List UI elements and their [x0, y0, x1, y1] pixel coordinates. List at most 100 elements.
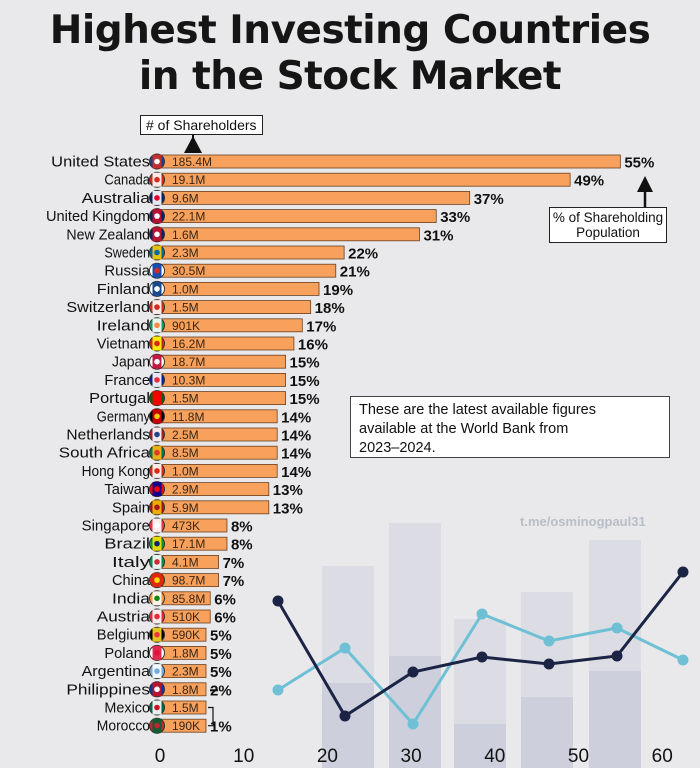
value-label: 5% — [210, 628, 232, 645]
callout-arrows — [184, 134, 653, 208]
value-label: 2% — [210, 682, 232, 699]
value-label: 7% — [223, 573, 245, 590]
category-label: Austria — [97, 610, 151, 626]
flag-icon — [149, 626, 165, 643]
value-label: 8% — [231, 537, 253, 554]
shareholders-label: 1.6M — [172, 228, 199, 242]
deco-point-light — [339, 642, 351, 654]
category-label: Belgium — [97, 628, 150, 644]
x-tick-label: 40 — [484, 746, 505, 767]
deco-point-dark — [407, 666, 419, 678]
population-callout-line2: Population — [576, 225, 640, 240]
x-tick-label: 50 — [568, 746, 589, 767]
shareholders-label: 2.5M — [172, 428, 199, 442]
category-label: United States — [51, 155, 150, 171]
category-label: Australia — [82, 191, 152, 207]
bar — [159, 154, 621, 169]
category-label: United Kingdom — [46, 209, 150, 225]
chart-title-line1: Highest Investing Countries — [49, 8, 651, 53]
source-note-line1: These are the latest available figures — [359, 402, 596, 418]
shareholders-label: 510K — [172, 610, 200, 624]
flag-icon — [149, 535, 165, 552]
category-label: Portugal — [89, 391, 150, 407]
shareholders-label: 98.7M — [172, 574, 205, 588]
category-label: Poland — [104, 646, 150, 662]
category-label: Germany — [97, 409, 151, 425]
deco-point-dark — [272, 595, 284, 607]
value-label: 14% — [281, 409, 311, 426]
flag-icon — [149, 226, 165, 243]
deco-point-light — [677, 654, 689, 666]
flag-icon — [149, 244, 165, 261]
x-axis: 0 10 20 30 40 50 60 — [155, 746, 673, 767]
bar — [159, 190, 471, 205]
category-label: Spain — [112, 500, 150, 516]
category-label: India — [112, 591, 151, 607]
shareholders-label: 30.5M — [172, 264, 205, 278]
value-label: 15% — [290, 391, 320, 408]
shareholders-label: 2.9M — [172, 483, 199, 497]
deco-point-light — [476, 608, 488, 620]
shareholders-label: 185.4M — [172, 155, 212, 169]
value-label: 1% — [210, 719, 232, 736]
category-label: Switzerland — [66, 300, 150, 316]
shareholders-label: 16.2M — [172, 337, 205, 351]
x-tick-label: 60 — [652, 746, 673, 767]
value-label: 5% — [210, 664, 232, 681]
category-label: Japan — [112, 355, 150, 371]
shareholders-label: 901K — [172, 319, 200, 333]
shareholders-callout: # of Shareholders — [140, 115, 263, 135]
value-label: 31% — [423, 227, 453, 244]
category-label: Mexico — [104, 701, 150, 717]
population-callout: % of Shareholding Population — [549, 207, 667, 243]
source-note-line2: available at the World Bank from — [359, 421, 569, 437]
shareholders-label: 9.6M — [172, 191, 199, 205]
category-label: Finland — [97, 282, 150, 298]
category-label: Argentina — [82, 664, 151, 680]
value-label: 5% — [210, 646, 232, 663]
flag-icon — [149, 189, 165, 206]
category-label: France — [104, 373, 150, 389]
value-label: 55% — [624, 155, 654, 172]
flag-icon — [149, 644, 165, 661]
flag-icon — [149, 390, 165, 407]
flag-icon — [149, 262, 165, 279]
flag-icon — [149, 317, 165, 334]
value-label: 14% — [281, 428, 311, 445]
flag-icon — [149, 371, 165, 388]
deco-point-light — [272, 684, 284, 696]
flag-icon — [149, 208, 165, 225]
value-label: 21% — [340, 264, 370, 281]
shareholders-label: 11.8M — [172, 410, 204, 424]
flag-icon — [149, 590, 165, 607]
value-label: 15% — [290, 373, 320, 390]
flag-icon — [149, 553, 165, 570]
watermark: t.me/osminogpaul31 — [520, 514, 646, 529]
category-label: China — [112, 573, 151, 589]
chart-title-line2: in the Stock Market — [138, 54, 562, 99]
flag-icon — [149, 481, 165, 498]
deco-point-dark — [543, 658, 555, 670]
value-label: 15% — [290, 355, 320, 372]
category-label: New Zealand — [66, 227, 150, 243]
value-label: 18% — [315, 300, 345, 317]
category-label: Philippines — [66, 682, 150, 698]
x-tick-label: 0 — [155, 746, 166, 767]
shareholders-label: 1.5M — [172, 392, 199, 406]
deco-point-light — [543, 635, 555, 647]
category-label: Netherlands — [66, 428, 150, 444]
deco-point-light — [407, 718, 419, 730]
flag-icon — [149, 681, 165, 698]
shareholders-label: 1.5M — [172, 301, 199, 315]
x-tick-label: 20 — [317, 746, 338, 767]
shareholders-label: 1.0M — [172, 464, 199, 478]
flag-icon — [149, 572, 165, 589]
flag-icon — [149, 426, 165, 443]
flag-icon — [149, 353, 165, 370]
value-label: 22% — [348, 246, 378, 263]
deco-point-dark — [611, 650, 623, 662]
flag-icon — [149, 299, 165, 316]
category-label: Italy — [112, 555, 151, 571]
shareholders-label: 85.8M — [172, 592, 205, 606]
